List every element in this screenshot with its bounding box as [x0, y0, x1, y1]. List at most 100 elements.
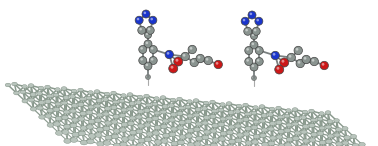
- Ellipse shape: [104, 92, 110, 96]
- Circle shape: [302, 55, 310, 64]
- Circle shape: [181, 52, 189, 61]
- Circle shape: [137, 18, 139, 20]
- Ellipse shape: [136, 115, 142, 119]
- Ellipse shape: [210, 100, 215, 104]
- Ellipse shape: [86, 110, 93, 115]
- Ellipse shape: [119, 99, 125, 103]
- Ellipse shape: [64, 139, 71, 143]
- Ellipse shape: [294, 117, 300, 120]
- Ellipse shape: [327, 120, 333, 123]
- Ellipse shape: [28, 84, 34, 87]
- Circle shape: [192, 60, 194, 63]
- Ellipse shape: [228, 111, 234, 114]
- Ellipse shape: [72, 132, 79, 137]
- Ellipse shape: [119, 128, 126, 132]
- Ellipse shape: [177, 140, 184, 145]
- Ellipse shape: [95, 118, 101, 123]
- Circle shape: [320, 61, 328, 70]
- Ellipse shape: [212, 123, 218, 128]
- Ellipse shape: [294, 145, 301, 146]
- Ellipse shape: [278, 130, 284, 134]
- Circle shape: [257, 48, 259, 51]
- Ellipse shape: [30, 107, 37, 111]
- Ellipse shape: [251, 125, 258, 130]
- Ellipse shape: [245, 141, 252, 145]
- Ellipse shape: [342, 141, 349, 145]
- Ellipse shape: [136, 101, 141, 104]
- Ellipse shape: [311, 118, 316, 122]
- Ellipse shape: [103, 141, 111, 145]
- Ellipse shape: [220, 103, 225, 106]
- Ellipse shape: [210, 129, 217, 133]
- Ellipse shape: [72, 118, 78, 122]
- Ellipse shape: [228, 125, 235, 129]
- Ellipse shape: [194, 142, 201, 146]
- Ellipse shape: [227, 145, 234, 146]
- Ellipse shape: [146, 132, 153, 136]
- Ellipse shape: [137, 95, 143, 99]
- Ellipse shape: [284, 114, 290, 118]
- Circle shape: [140, 47, 143, 50]
- Circle shape: [322, 63, 324, 66]
- Circle shape: [146, 26, 154, 34]
- Ellipse shape: [54, 122, 60, 126]
- Ellipse shape: [170, 98, 176, 102]
- Ellipse shape: [154, 125, 161, 130]
- Circle shape: [250, 63, 258, 71]
- Circle shape: [190, 47, 192, 50]
- Ellipse shape: [327, 134, 334, 138]
- Ellipse shape: [78, 117, 85, 121]
- Ellipse shape: [55, 88, 60, 91]
- Ellipse shape: [177, 126, 184, 130]
- Ellipse shape: [47, 108, 53, 113]
- Circle shape: [216, 62, 218, 65]
- Circle shape: [255, 46, 263, 54]
- Circle shape: [245, 46, 253, 54]
- Ellipse shape: [80, 111, 86, 116]
- Ellipse shape: [163, 133, 169, 138]
- Ellipse shape: [187, 128, 194, 133]
- Ellipse shape: [28, 98, 34, 102]
- Ellipse shape: [336, 142, 342, 146]
- Ellipse shape: [236, 104, 242, 108]
- Ellipse shape: [14, 91, 19, 95]
- Ellipse shape: [317, 117, 323, 121]
- Ellipse shape: [229, 139, 235, 144]
- Ellipse shape: [144, 123, 151, 127]
- Ellipse shape: [95, 133, 102, 137]
- Circle shape: [146, 42, 148, 44]
- Ellipse shape: [227, 130, 233, 135]
- Circle shape: [289, 55, 291, 58]
- Ellipse shape: [136, 144, 144, 146]
- Ellipse shape: [103, 112, 109, 116]
- Ellipse shape: [130, 130, 136, 135]
- Ellipse shape: [97, 142, 104, 146]
- Ellipse shape: [186, 134, 192, 138]
- Circle shape: [252, 27, 260, 35]
- Circle shape: [146, 74, 150, 80]
- Ellipse shape: [70, 123, 77, 128]
- Ellipse shape: [103, 126, 110, 131]
- Circle shape: [255, 17, 263, 25]
- Ellipse shape: [204, 144, 211, 146]
- Circle shape: [244, 27, 252, 35]
- Ellipse shape: [55, 102, 61, 106]
- Ellipse shape: [130, 145, 137, 146]
- Ellipse shape: [38, 86, 44, 90]
- Circle shape: [138, 26, 146, 34]
- Ellipse shape: [276, 106, 281, 110]
- Circle shape: [252, 43, 254, 45]
- Ellipse shape: [171, 141, 178, 146]
- Ellipse shape: [138, 138, 145, 143]
- Ellipse shape: [169, 104, 174, 107]
- Circle shape: [147, 75, 148, 77]
- Circle shape: [139, 46, 147, 53]
- Ellipse shape: [22, 99, 28, 103]
- Ellipse shape: [301, 144, 308, 146]
- Ellipse shape: [144, 94, 149, 98]
- Ellipse shape: [220, 117, 226, 121]
- Ellipse shape: [87, 139, 94, 144]
- Ellipse shape: [334, 133, 340, 137]
- Circle shape: [287, 53, 296, 62]
- Ellipse shape: [39, 115, 45, 119]
